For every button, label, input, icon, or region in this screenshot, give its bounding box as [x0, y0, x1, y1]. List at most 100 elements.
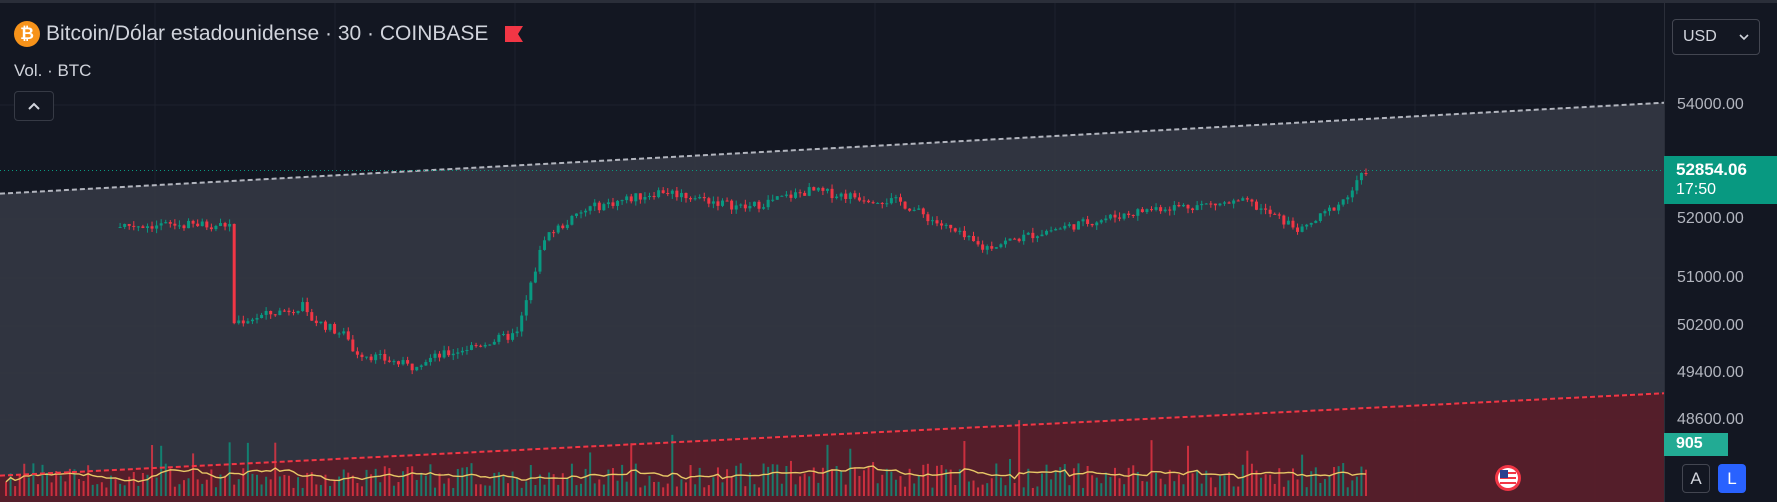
volume-bar [1301, 454, 1304, 496]
price-chart[interactable] [0, 3, 1777, 502]
volume-bar [1250, 463, 1253, 496]
volume-bar [712, 477, 715, 496]
candle-body [999, 244, 1003, 248]
candle-body [976, 241, 980, 245]
volume-bar [201, 483, 204, 496]
volume-bar [785, 465, 788, 496]
candle-body [1163, 209, 1167, 212]
volume-bar [1337, 466, 1340, 496]
volume-bar [844, 484, 847, 496]
candle-body [419, 365, 423, 367]
candle-body [1254, 201, 1258, 210]
collapse-legend-button[interactable] [14, 91, 54, 121]
candle-body [666, 193, 670, 195]
volume-bar [1118, 478, 1121, 496]
candle-body [1035, 236, 1039, 239]
volume-bar [639, 487, 642, 496]
volume-bar [251, 473, 254, 496]
volume-bar [744, 486, 747, 496]
candle-body [611, 202, 615, 206]
candle-body [880, 202, 884, 204]
price-axis[interactable]: 54000.00 52000.00 51000.00 50200.00 4940… [1664, 3, 1777, 502]
candle-body [561, 225, 565, 229]
candle-body [260, 314, 264, 319]
candle-body [949, 224, 953, 229]
candle-body [780, 195, 784, 197]
volume-bar [1182, 484, 1185, 496]
volume-bar [858, 475, 861, 496]
volume-bar [50, 482, 53, 496]
candle-body [1195, 205, 1199, 211]
candle-body [1209, 203, 1213, 205]
volume-bar [817, 482, 820, 496]
volume-bar [1291, 468, 1294, 496]
volume-bar [87, 465, 90, 496]
volume-bar [342, 469, 345, 496]
symbol-title[interactable]: Bitcoin/Dólar estadounidense · 30 · COIN… [46, 22, 489, 45]
volume-bar [1273, 483, 1276, 496]
price-tick: 50200.00 [1677, 317, 1744, 334]
candle-body [634, 193, 638, 202]
log-scale-button[interactable]: L [1718, 464, 1746, 493]
volume-bar [411, 466, 414, 496]
volume-bar [178, 484, 181, 496]
candle-body [1181, 204, 1185, 207]
candle-body [1273, 213, 1277, 215]
candle-body [917, 208, 921, 210]
volume-bar [1305, 487, 1308, 496]
volume-bar [461, 467, 464, 496]
volume-bar [433, 487, 436, 496]
volume-bar [1328, 475, 1331, 496]
volume-bar [922, 464, 925, 496]
candle-body [460, 350, 464, 353]
volume-legend[interactable]: Vol. · BTC [14, 61, 92, 80]
volume-bar [351, 475, 354, 496]
candle-body [346, 331, 350, 340]
candle-body [492, 341, 496, 345]
volume-bar [548, 472, 551, 496]
volume-bar [758, 487, 761, 496]
candle-body [812, 187, 816, 191]
volume-bar [698, 467, 701, 496]
price-tick: 48600.00 [1677, 411, 1744, 428]
candle-body [177, 225, 181, 227]
volume-bar [648, 475, 651, 496]
candle-body [784, 194, 788, 196]
candle-body [711, 201, 715, 204]
volume-bar [1036, 486, 1039, 496]
us-flag-event-icon[interactable] [1494, 464, 1522, 492]
volume-value-label: 905 [1664, 433, 1728, 456]
red-flag-icon[interactable] [504, 25, 524, 43]
candle-body [319, 321, 323, 324]
volume-bar [1314, 467, 1317, 496]
volume-bar [1164, 484, 1167, 496]
currency-selector[interactable]: USD [1672, 19, 1760, 55]
bar-countdown: 17:50 [1676, 181, 1717, 198]
candle-body [638, 193, 642, 200]
candle-body [392, 361, 396, 363]
auto-scale-button[interactable]: A [1682, 464, 1710, 493]
candle-body [606, 202, 610, 205]
volume-bar [324, 474, 327, 496]
volume-bar [237, 479, 240, 496]
candle-body [748, 206, 752, 209]
volume-bar [867, 466, 870, 496]
candle-body [1177, 205, 1181, 207]
volume-bar [151, 445, 154, 496]
volume-bar [370, 474, 373, 496]
candle-body [762, 207, 766, 209]
candle-body [912, 209, 916, 211]
volume-bar [14, 486, 17, 496]
candle-body [232, 223, 236, 324]
volume-bar [808, 476, 811, 496]
candle-body [898, 197, 902, 202]
candle-body [771, 199, 775, 201]
symbol-header[interactable]: ₿ Bitcoin/Dólar estadounidense · 30 · CO… [14, 21, 524, 47]
candle-body [552, 232, 556, 234]
candle-body [876, 202, 880, 204]
candle-body [447, 350, 451, 356]
volume-bar [685, 482, 687, 496]
volume-bar [333, 479, 336, 496]
volume-bar [388, 468, 391, 496]
